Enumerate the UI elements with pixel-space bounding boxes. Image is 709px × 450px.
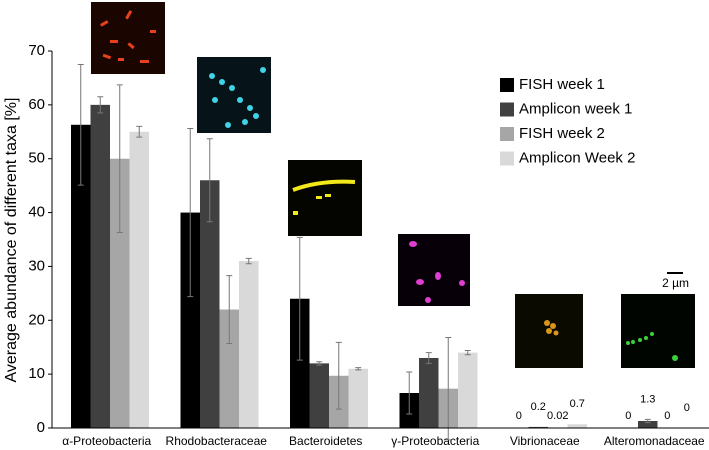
micrograph-gamma	[398, 234, 470, 306]
error-bar	[464, 349, 471, 356]
micrograph-vibrio	[515, 294, 583, 368]
bar	[110, 158, 130, 428]
bar	[528, 426, 548, 428]
x-tick-label: Alteromonadaceae	[604, 434, 705, 448]
x-tick-label: γ-Proteobacteria	[391, 434, 479, 448]
bar	[219, 309, 239, 428]
bar	[419, 357, 439, 428]
error-bar	[226, 275, 233, 344]
error-bar	[187, 128, 194, 298]
y-axis-label: Average abundance of different taxa [%]	[3, 98, 20, 383]
x-tick-label: Vibrionaceae	[510, 434, 580, 448]
bar	[458, 352, 478, 428]
bar	[567, 424, 587, 428]
micrograph-bacteroidetes	[288, 160, 362, 236]
value-label: 0	[516, 410, 522, 422]
value-label: 0	[625, 410, 631, 422]
y-tick-label: 70	[28, 42, 45, 59]
legend-swatch	[500, 102, 514, 117]
y-tick-label: 50	[28, 150, 45, 167]
error-bar	[116, 84, 123, 233]
legend-swatch	[500, 151, 514, 166]
y-tick-label: 60	[28, 96, 45, 113]
error-bar	[97, 96, 104, 114]
bar	[638, 420, 658, 428]
legend-swatch	[500, 127, 514, 141]
y-tick-label: 30	[28, 257, 45, 274]
bar	[71, 124, 91, 428]
y-tick-label: 20	[28, 311, 45, 328]
error-bar	[296, 236, 303, 361]
value-label: 0	[684, 402, 690, 414]
bar	[200, 180, 220, 428]
micrograph-alpha	[91, 2, 165, 74]
value-label: 0.7	[570, 398, 585, 410]
legend-label: Amplicon Week 2	[519, 149, 635, 166]
error-bar	[406, 371, 413, 415]
error-bar	[136, 125, 143, 138]
bar	[348, 368, 368, 428]
micrograph-rhodo	[197, 57, 271, 133]
legend-label: FISH week 1	[519, 76, 605, 93]
error-bar	[206, 138, 213, 223]
bar	[290, 298, 310, 428]
error-bar	[335, 341, 342, 410]
error-bar	[445, 337, 452, 441]
y-tick-label: 0	[37, 419, 45, 436]
bar	[90, 104, 110, 428]
bar	[129, 131, 149, 429]
value-label: 0	[664, 410, 670, 422]
y-tick-label: 40	[28, 204, 45, 221]
x-tick-label: Bacteroidetes	[289, 434, 362, 448]
error-bar	[77, 63, 84, 186]
error-bar	[245, 257, 252, 265]
error-bar	[355, 367, 362, 371]
error-bar	[644, 418, 651, 424]
legend-label: FISH week 2	[519, 125, 605, 142]
bar	[309, 363, 329, 428]
value-label: 1.3	[640, 393, 655, 405]
legend-swatch	[500, 78, 514, 92]
y-tick-label: 10	[28, 365, 45, 382]
legend-label: Amplicon week 1	[519, 100, 632, 117]
error-bar	[425, 352, 432, 364]
value-label: 0.2	[531, 401, 546, 413]
bar	[239, 261, 259, 428]
x-tick-label: Rhodobacteraceae	[166, 434, 268, 448]
x-tick-label: α-Proteobacteria	[62, 434, 151, 448]
scale-bar-label: 2 µm	[662, 276, 689, 290]
micrograph-altero	[621, 294, 695, 368]
bar	[180, 212, 200, 428]
value-label: 0.02	[547, 410, 568, 422]
error-bar	[316, 361, 323, 366]
